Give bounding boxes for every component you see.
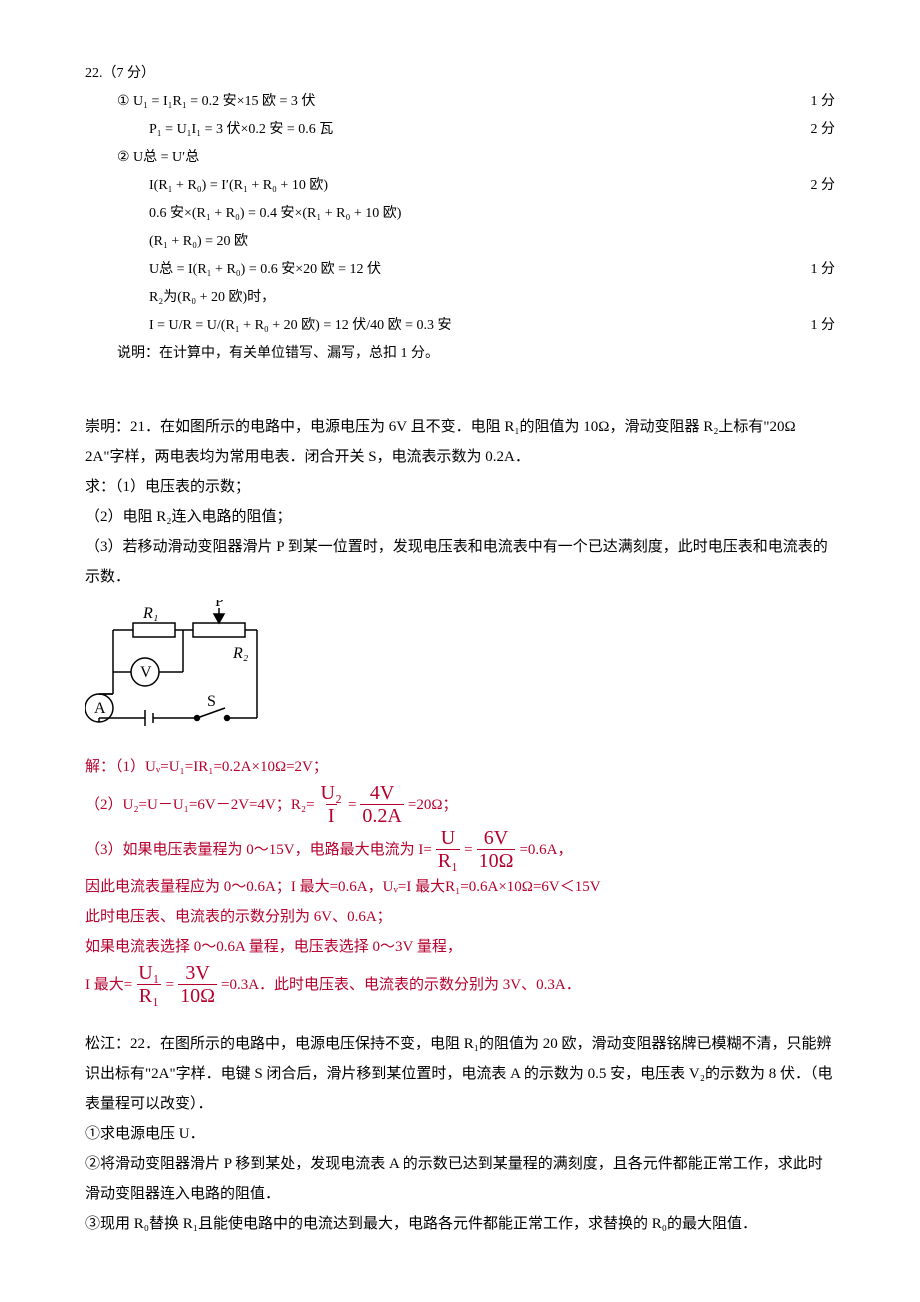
sol2-frac1: U₂ I bbox=[319, 782, 344, 827]
sol3-prefix: （3）如果电压表量程为 0～15V，电路最大电流为 I= bbox=[85, 835, 432, 865]
q22-eq-1: P₁ = U₁I₁ = 3 伏×0.2 安 = 0.6 瓦 bbox=[149, 116, 775, 144]
q22-score-1: 2 分 bbox=[775, 116, 835, 144]
sol3l5-eq: = bbox=[166, 970, 174, 1000]
sol2-suffix: =20Ω； bbox=[408, 790, 458, 820]
sol-1: 解：（1）Uᵥ=U₁=IR₁=0.2A×10Ω=2V； bbox=[85, 752, 835, 782]
sol-3e: I 最大= U₁ R₁ = 3V 10Ω =0.3A．此时电压表、电流表的示数分… bbox=[85, 962, 835, 1007]
sol3l5-suffix: =0.3A．此时电压表、电流表的示数分别为 3V、0.3A． bbox=[221, 970, 581, 1000]
sol3l5-frac2: 3V 10Ω bbox=[178, 962, 217, 1007]
sol3l5-prefix: I 最大= bbox=[85, 970, 132, 1000]
songjiang-title: 松江：22．在图所示的电路中，电源电压保持不变，电阻 R₁的阻值为 20 欧，滑… bbox=[85, 1029, 835, 1119]
songjiang-q3: ③现用 R₀替换 R₁且能使电路中的电流达到最大，电路各元件都能正常工作，求替换… bbox=[85, 1209, 835, 1239]
q22-line-4: 0.6 安×(R₁ + R₀) = 0.4 安×(R₁ + R₀ + 10 欧) bbox=[85, 200, 835, 228]
songjiang-q1: ①求电源电压 U． bbox=[85, 1119, 835, 1149]
circuit-label-p: P bbox=[215, 600, 224, 610]
q22-line-6: U总 = I(R₁ + R₀) = 0.6 安×20 欧 = 12 伏 1 分 bbox=[85, 256, 835, 284]
sol3l5-frac1: U₁ R₁ bbox=[136, 962, 161, 1007]
circuit-label-a: A bbox=[94, 700, 106, 717]
chongming-ask3: （3）若移动滑动变阻器滑片 P 到某一位置时，发现电压表和电流表中有一个已达满刻… bbox=[85, 532, 835, 592]
q22-header: 22.（7 分） bbox=[85, 60, 835, 88]
q22-eq-0: ① U₁ = I₁R₁ = 0.2 安×15 欧 = 3 伏 bbox=[117, 88, 775, 116]
sol-3c: 此时电压表、电流表的示数分别为 6V、0.6A； bbox=[85, 902, 835, 932]
q22-line-0: ① U₁ = I₁R₁ = 0.2 安×15 欧 = 3 伏 1 分 bbox=[85, 88, 835, 116]
sol-2: （2）U₂=U－U₁=6V－2V=4V；R₂= U₂ I = 4V 0.2A =… bbox=[85, 782, 835, 827]
q22-score-6: 1 分 bbox=[775, 256, 835, 284]
q22-line-3: I(R₁ + R₀) = I′(R₁ + R₀ + 10 欧) 2 分 bbox=[85, 172, 835, 200]
q22-line-2: ② U总 = U′总 bbox=[85, 144, 835, 172]
chongming-title: 崇明：21．在如图所示的电路中，电源电压为 6V 且不变．电阻 R₁的阻值为 1… bbox=[85, 412, 835, 472]
chongming-ask1: 求：（1）电压表的示数； bbox=[85, 472, 835, 502]
sol-3a: （3）如果电压表量程为 0～15V，电路最大电流为 I= U R₁ = 6V 1… bbox=[85, 827, 835, 872]
chongming-ask2: （2）电阻 R₂连入电路的阻值； bbox=[85, 502, 835, 532]
circuit-label-v: V bbox=[140, 664, 152, 681]
q22-score-3: 2 分 bbox=[775, 172, 835, 200]
q22-eq-7: R₂为(R₀ + 20 欧)时， bbox=[149, 284, 775, 312]
sol2-frac2: 4V 0.2A bbox=[360, 782, 403, 827]
sol-3b: 因此电流表量程应为 0～0.6A；I 最大=0.6A，Uᵥ=I 最大R₁=0.6… bbox=[85, 872, 835, 902]
circuit-label-r2: R₂ bbox=[232, 645, 249, 662]
q22-score-0: 1 分 bbox=[775, 88, 835, 116]
q22-eq-5: (R₁ + R₀) = 20 欧 bbox=[149, 228, 775, 256]
q22-score-8: 1 分 bbox=[775, 312, 835, 340]
q22-line-1: P₁ = U₁I₁ = 3 伏×0.2 安 = 0.6 瓦 2 分 bbox=[85, 116, 835, 144]
sol3-frac2: 6V 10Ω bbox=[477, 827, 516, 872]
q22-line-7: R₂为(R₀ + 20 欧)时， bbox=[85, 284, 835, 312]
q22-line-8: I = U/R = U/(R₁ + R₀ + 20 欧) = 12 伏/40 欧… bbox=[85, 312, 835, 340]
q22-note: 说明：在计算中，有关单位错写、漏写，总扣 1 分。 bbox=[85, 340, 835, 368]
sol-3d: 如果电流表选择 0～0.6A 量程，电压表选择 0～3V 量程， bbox=[85, 932, 835, 962]
q22-eq-3: I(R₁ + R₀) = I′(R₁ + R₀ + 10 欧) bbox=[149, 172, 775, 200]
circuit-label-s: S bbox=[207, 693, 216, 710]
q22-eq-8: I = U/R = U/(R₁ + R₀ + 20 欧) = 12 伏/40 欧… bbox=[149, 312, 775, 340]
sol2-prefix: （2）U₂=U－U₁=6V－2V=4V；R₂= bbox=[85, 790, 315, 820]
q22-eq-2: ② U总 = U′总 bbox=[117, 144, 775, 172]
q22-eq-4: 0.6 安×(R₁ + R₀) = 0.4 安×(R₁ + R₀ + 10 欧) bbox=[149, 200, 775, 228]
sol2-eq: = bbox=[348, 790, 356, 820]
circuit-diagram: P R₁ R₂ V A S bbox=[85, 600, 835, 740]
q22-eq-6: U总 = I(R₁ + R₀) = 0.6 安×20 欧 = 12 伏 bbox=[149, 256, 775, 284]
circuit-label-r1: R₁ bbox=[142, 605, 158, 622]
songjiang-q2: ②将滑动变阻器滑片 P 移到某处，发现电流表 A 的示数已达到某量程的满刻度，且… bbox=[85, 1149, 835, 1209]
sol3-frac1: U R₁ bbox=[436, 827, 460, 872]
sol3-suffix: =0.6A， bbox=[519, 835, 572, 865]
q22-line-5: (R₁ + R₀) = 20 欧 bbox=[85, 228, 835, 256]
sol3-eq: = bbox=[464, 835, 472, 865]
